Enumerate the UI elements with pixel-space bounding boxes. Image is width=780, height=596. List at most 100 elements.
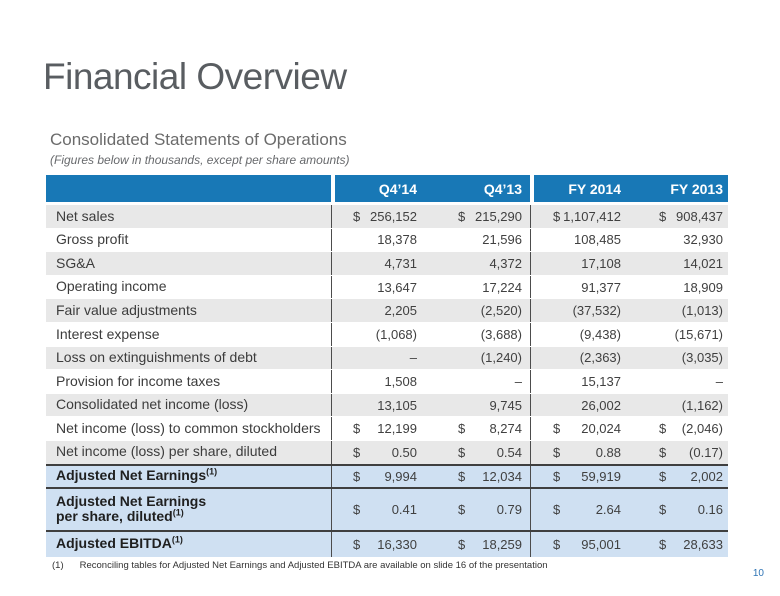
cell-value: (1,068) — [375, 326, 417, 342]
cell-fy2014: 15,137 — [530, 370, 628, 393]
currency-symbol: $ — [659, 536, 667, 552]
cell-fy2013: $0.16 — [628, 489, 728, 530]
row-label: SG&A — [46, 252, 331, 275]
cell-value: 16,330 — [377, 536, 417, 552]
cell-fy2014: $0.88 — [530, 440, 628, 464]
cell-q414: $256,152 — [331, 205, 426, 228]
cell-q413: 9,745 — [426, 394, 530, 417]
currency-symbol: $ — [553, 444, 561, 460]
figures-note: (Figures below in thousands, except per … — [50, 153, 350, 167]
cell-value: 21,596 — [482, 232, 522, 248]
currency-symbol: $ — [553, 536, 561, 552]
column-header-fy2013: FY 2013 — [670, 180, 723, 197]
row-label-line: Adjusted Net Earnings — [56, 492, 207, 509]
cell-value: (1,013) — [681, 303, 723, 319]
cell-fy2013: $ (2,046) — [628, 417, 728, 440]
cell-q414: 2,205 — [331, 299, 426, 322]
cell-value: 13,647 — [377, 279, 417, 295]
cell-fy2013: 14,021 — [628, 252, 728, 275]
currency-symbol: $ — [353, 468, 361, 484]
cell-value: (3,688) — [480, 326, 522, 342]
cell-value: – — [715, 373, 723, 389]
cell-fy2014: (37,532) — [530, 299, 628, 322]
cell-fy2013: $28,633 — [628, 532, 728, 557]
cell-q414: $0.41 — [331, 488, 426, 530]
cell-value: (2,363) — [579, 350, 621, 366]
cell-fy2013: (3,035) — [628, 347, 728, 370]
cell-q413: $215,290 — [426, 205, 530, 228]
cell-fy2014: 91,377 — [530, 275, 628, 299]
row-label-line: Adjusted Net Earnings(1) — [56, 466, 218, 484]
cell-value: 0.41 — [391, 501, 417, 517]
row-label-line: Operating income — [56, 278, 167, 295]
cell-fy2013: (15,671) — [628, 323, 728, 346]
cell-value: 215,290 — [475, 208, 522, 224]
table-row: Net income (loss) per share, diluted $0.5… — [46, 439, 728, 464]
footnote-text: Reconciling tables for Adjusted Net Earn… — [79, 560, 548, 571]
cell-value: 28,633 — [683, 536, 723, 552]
cell-value: (0.17) — [689, 444, 723, 460]
cell-q414: 13,105 — [331, 393, 426, 417]
row-label-line: Adjusted EBITDA(1) — [56, 534, 183, 552]
row-label-line: per share, diluted(1) — [56, 507, 184, 525]
table-row: Operating income 13,647 17,224 91,377 18,909 — [46, 274, 728, 299]
row-label: Net income (loss) to common stockholders — [46, 417, 331, 440]
row-label: Loss on extinguishments of debt — [46, 347, 331, 370]
table-row: Loss on extinguishments of debt – (1,240) (… — [46, 345, 728, 370]
cell-value: (1,240) — [480, 350, 522, 366]
row-label-line: Net income (loss) per share, diluted — [56, 443, 277, 460]
table-row: Gross profit 18,378 21,596 108,485 32,930 — [46, 227, 728, 252]
cell-q414: 1,508 — [331, 370, 426, 393]
column-header-q413: Q4’13 — [483, 180, 522, 197]
cell-q414: – — [331, 346, 426, 370]
row-label: Operating income — [46, 276, 331, 299]
cell-q413: $12,034 — [426, 466, 530, 487]
footnote-marker: (1) — [52, 560, 64, 571]
row-label: Consolidated net income (loss) — [46, 394, 331, 417]
cell-value: 20,024 — [581, 421, 621, 437]
cell-value: 9,745 — [489, 397, 522, 413]
cell-q413: $18,259 — [426, 532, 530, 557]
cell-q414: $16,330 — [331, 531, 426, 557]
row-label: Adjusted Net Earnings per share, diluted(… — [46, 489, 331, 530]
table-row: Provision for income taxes 1,508 – 15,137 – — [46, 369, 728, 393]
cell-q414: 18,378 — [331, 228, 426, 252]
cell-fy2014: (2,363) — [530, 346, 628, 370]
page-number: 10 — [752, 568, 764, 579]
currency-symbol: $ — [659, 421, 667, 437]
cell-value: – — [514, 373, 522, 389]
cell-value: 0.54 — [496, 444, 522, 460]
cell-value: 0.16 — [697, 501, 723, 517]
currency-symbol: $ — [353, 208, 361, 224]
cell-value: (2,520) — [480, 303, 522, 319]
cell-value: 9,994 — [384, 468, 417, 484]
currency-symbol: $ — [353, 421, 361, 437]
currency-symbol: $ — [553, 208, 561, 224]
cell-q413: (3,688) — [426, 323, 530, 346]
table-row: Fair value adjustments 2,205 (2,520) (37,53… — [46, 298, 728, 322]
table-header-spacer — [46, 175, 331, 202]
cell-fy2013: 32,930 — [628, 229, 728, 252]
cell-q413: $0.79 — [426, 489, 530, 530]
cell-q413: – — [426, 370, 530, 393]
cell-value: 108,485 — [574, 232, 621, 248]
footnote-ref: (1) — [206, 466, 218, 477]
cell-value: 0.79 — [496, 501, 522, 517]
currency-symbol: $ — [458, 468, 466, 484]
currency-symbol: $ — [458, 536, 466, 552]
cell-value: 12,034 — [482, 468, 522, 484]
row-label: Net sales — [46, 205, 331, 228]
cell-value: 91,377 — [581, 279, 621, 295]
cell-value: (37,532) — [572, 303, 621, 319]
column-header-q414: Q4’14 — [331, 175, 426, 202]
cell-q414: $12,199 — [331, 417, 426, 440]
row-label-line: Gross profit — [56, 231, 129, 248]
cell-value: 4,731 — [384, 255, 417, 271]
footnote-ref: (1) — [171, 534, 183, 545]
cell-fy2014: (9,438) — [530, 322, 628, 346]
row-label: Adjusted Net Earnings(1) — [46, 466, 331, 487]
section-heading: Consolidated Statements of Operations — [50, 130, 347, 149]
table-row: Net sales $256,152 $215,290 $1,107,412 $908,… — [46, 204, 728, 228]
cell-q413: (1,240) — [426, 347, 530, 370]
row-label-line: Interest expense — [56, 325, 160, 342]
